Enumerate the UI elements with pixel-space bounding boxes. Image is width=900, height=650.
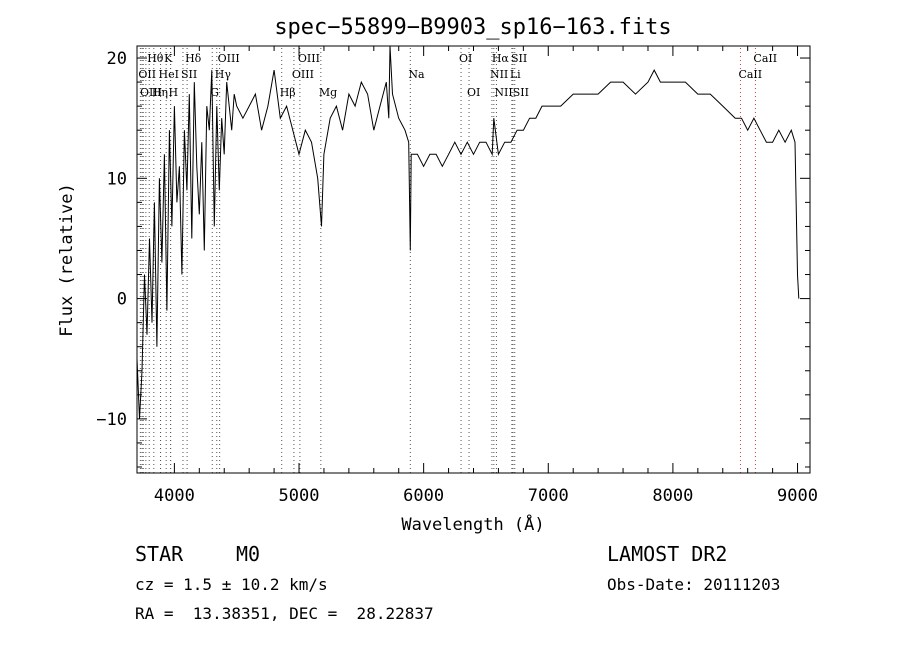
line-label: Li bbox=[510, 68, 521, 81]
y-tick-label: 10 bbox=[107, 169, 127, 189]
line-label: OI bbox=[467, 86, 480, 99]
line-label: G bbox=[210, 86, 219, 99]
line-label: CaII bbox=[738, 68, 762, 81]
x-tick-label: 9000 bbox=[777, 486, 818, 506]
chart-title: spec−55899−B9903_sp16−163.fits bbox=[274, 15, 671, 40]
line-label: K bbox=[164, 52, 173, 65]
line-label: NII bbox=[494, 86, 512, 99]
line-label: Hδ bbox=[185, 52, 202, 65]
line-label: Mg bbox=[319, 86, 337, 99]
y-tick-label: 0 bbox=[117, 290, 127, 310]
line-label: Hγ bbox=[215, 68, 232, 81]
x-tick-label: 7000 bbox=[528, 486, 569, 506]
line-label: OIII bbox=[140, 86, 162, 99]
line-label: H bbox=[169, 86, 179, 99]
x-axis-label: Wavelength (Å) bbox=[401, 513, 544, 535]
spectral-class: M0 bbox=[236, 542, 261, 566]
x-tick-label: 4000 bbox=[154, 486, 195, 506]
x-tick-label: 6000 bbox=[403, 486, 444, 506]
line-label: CaII bbox=[753, 52, 777, 65]
line-label: OIII bbox=[218, 52, 240, 65]
line-label: SII bbox=[513, 86, 529, 99]
line-label: Hη bbox=[152, 86, 168, 99]
y-axis: −10 0 10 20 bbox=[96, 49, 810, 468]
spectral-line-markers bbox=[139, 48, 756, 473]
plot-frame bbox=[136, 45, 811, 474]
x-axis: 4000 5000 6000 7000 8000 9000 bbox=[154, 46, 818, 506]
y-tick-label: 20 bbox=[107, 49, 127, 69]
y-axis-label: Flux (relative) bbox=[57, 183, 77, 337]
line-label: Na bbox=[408, 68, 425, 81]
line-label: SII bbox=[181, 68, 197, 81]
line-label: Hβ bbox=[280, 86, 296, 99]
object-label: STAR bbox=[135, 542, 184, 566]
line-label: OIII bbox=[292, 68, 314, 81]
spectrum-series bbox=[136, 45, 800, 419]
y-tick-label: −10 bbox=[96, 410, 127, 430]
x-tick-label: 8000 bbox=[652, 486, 693, 506]
line-label: SII bbox=[511, 52, 527, 65]
redshift-text: cz = 1.5 ± 10.2 km/s bbox=[135, 575, 328, 594]
line-label: Hθ bbox=[147, 52, 164, 65]
line-label: Hα bbox=[492, 52, 510, 65]
spectrum-line bbox=[136, 45, 800, 419]
line-label: OIII bbox=[298, 52, 320, 65]
survey-label: LAMOST DR2 bbox=[607, 542, 728, 566]
line-label: OI bbox=[459, 52, 472, 65]
line-label: NII bbox=[490, 68, 508, 81]
line-label: HeI bbox=[159, 68, 179, 81]
radec-text: RA = 13.38351, DEC = 28.22837 bbox=[135, 604, 434, 623]
line-label: OII bbox=[138, 68, 156, 81]
obs-date-text: Obs-Date: 20111203 bbox=[607, 575, 781, 594]
x-tick-label: 5000 bbox=[279, 486, 320, 506]
